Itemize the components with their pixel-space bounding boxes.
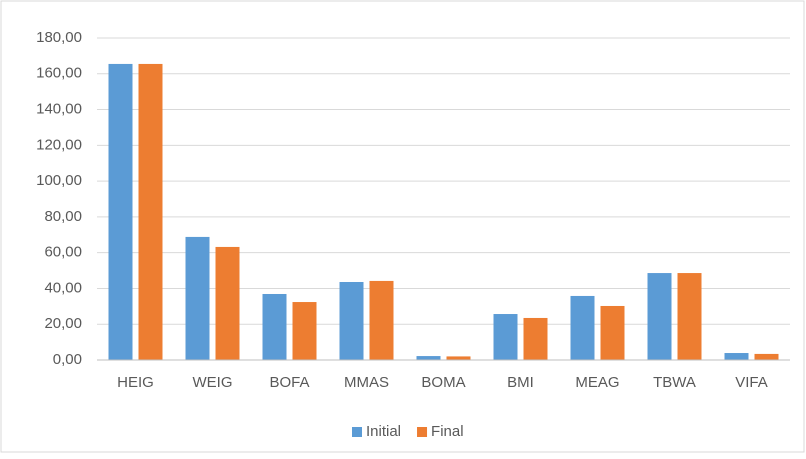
y-tick-label: 160,00 [36,65,82,82]
y-tick-label: 140,00 [36,101,82,118]
x-tick-label: MEAG [575,374,619,391]
x-tick-label: BMI [507,374,534,391]
bar [724,353,749,360]
bar [108,63,133,360]
bar [446,356,471,360]
bar [600,305,625,360]
bar [416,356,441,360]
bar [647,273,672,360]
y-tick-label: 60,00 [44,244,82,261]
x-tick-label: VIFA [735,374,768,391]
x-tick-label: TBWA [653,374,696,391]
x-tick-label: BOMA [421,374,465,391]
bar [292,302,317,360]
legend-label: Initial [366,423,401,440]
x-tick-label: HEIG [117,374,154,391]
legend-label: Final [431,423,464,440]
y-tick-label: 40,00 [44,279,82,296]
x-tick-label: MMAS [344,374,389,391]
bar [138,63,163,360]
y-tick-label: 180,00 [36,29,82,46]
bar [493,314,518,360]
bar [677,273,702,360]
y-tick-label: 0,00 [53,351,82,368]
y-tick-label: 20,00 [44,315,82,332]
x-tick-label: BOFA [269,374,309,391]
bar [262,293,287,360]
x-tick-label: WEIG [193,374,233,391]
bar [369,280,394,360]
y-tick-label: 80,00 [44,208,82,225]
bar [185,236,210,360]
bar [339,282,364,360]
legend-swatch [352,427,362,437]
bar [523,317,548,360]
y-tick-label: 100,00 [36,172,82,189]
legend-swatch [417,427,428,437]
bar [754,353,779,360]
bar [570,295,595,360]
bar [215,246,240,360]
y-tick-label: 120,00 [36,136,82,153]
